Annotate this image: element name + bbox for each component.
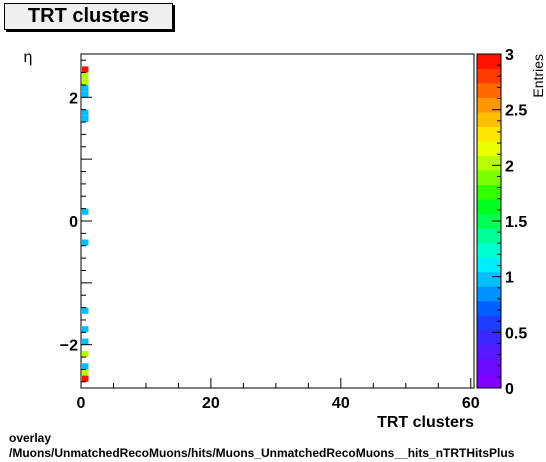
y-tick-label: 2 bbox=[69, 90, 78, 107]
plot-title: TRT clusters bbox=[4, 3, 173, 30]
palette-swatch bbox=[477, 199, 501, 215]
heatmap-cell bbox=[82, 91, 89, 98]
palette-swatch bbox=[477, 344, 501, 360]
heatmap-cell bbox=[82, 109, 89, 116]
footer-line-2: /Muons/UnmatchedRecoMuons/hits/Muons_Unm… bbox=[9, 446, 515, 460]
heatmap-cell bbox=[82, 375, 89, 382]
heatmap-cell bbox=[82, 363, 89, 370]
palette-swatch bbox=[477, 329, 501, 345]
palette-swatch bbox=[477, 68, 501, 84]
palette-tick-label: 0 bbox=[505, 381, 514, 398]
palette-swatch bbox=[477, 358, 501, 374]
heatmap-plot: 0 20 40 60 −202 00.511.522.53 TRT clusters … bbox=[24, 47, 546, 430]
x-tick-label: 20 bbox=[202, 395, 220, 412]
y-tick-label: 0 bbox=[69, 214, 78, 231]
palette-swatch bbox=[477, 300, 501, 316]
palette-swatch bbox=[477, 155, 501, 171]
heatmap-cell bbox=[82, 350, 89, 358]
palette-swatch bbox=[477, 184, 501, 200]
heatmap-cell bbox=[82, 78, 89, 85]
y-axis-label: η bbox=[24, 49, 33, 66]
heatmap-cell bbox=[82, 338, 89, 345]
palette-swatch bbox=[477, 228, 501, 244]
x-tick-label: 0 bbox=[77, 395, 86, 412]
palette-swatch bbox=[477, 83, 501, 98]
palette-swatch bbox=[477, 242, 501, 258]
x-axis-label: TRT clusters bbox=[377, 414, 474, 430]
palette-swatch bbox=[477, 373, 501, 389]
palette-swatch bbox=[477, 126, 501, 142]
heatmap-cell bbox=[82, 66, 89, 73]
y-tick-label: −2 bbox=[60, 338, 78, 355]
plot-frame bbox=[80, 53, 475, 389]
palette-swatch bbox=[477, 112, 501, 128]
palette-swatch bbox=[477, 257, 501, 273]
palette-tick-label: 2 bbox=[505, 158, 514, 175]
heatmap-cell bbox=[82, 307, 89, 314]
x-tick-label: 60 bbox=[462, 395, 480, 412]
palette-swatch bbox=[477, 271, 501, 287]
palette-swatch bbox=[477, 315, 501, 331]
heatmap-cell bbox=[82, 72, 89, 79]
heatmap-cell bbox=[82, 84, 89, 92]
heatmap-cell bbox=[82, 208, 89, 215]
heatmap-cell bbox=[82, 115, 89, 123]
palette-swatch bbox=[477, 213, 501, 229]
palette-swatch bbox=[477, 97, 501, 113]
x-tick-label: 40 bbox=[332, 395, 350, 412]
heatmap-cell bbox=[82, 239, 89, 246]
palette-tick-label: 1 bbox=[505, 270, 514, 287]
z-axis-label: Entries bbox=[530, 54, 546, 98]
palette-tick-label: 0.5 bbox=[505, 325, 527, 342]
heatmap-cell bbox=[82, 369, 89, 376]
palette-swatch bbox=[477, 141, 501, 157]
palette-swatch bbox=[477, 54, 501, 69]
palette-tick-label: 1.5 bbox=[505, 214, 527, 231]
palette-tick-label: 2.5 bbox=[505, 103, 527, 120]
palette-swatch bbox=[477, 170, 501, 186]
palette-tick-label: 3 bbox=[505, 47, 514, 64]
palette-swatch bbox=[477, 286, 501, 302]
heatmap-cell bbox=[82, 326, 89, 333]
footer-line-1: overlay bbox=[9, 431, 52, 445]
